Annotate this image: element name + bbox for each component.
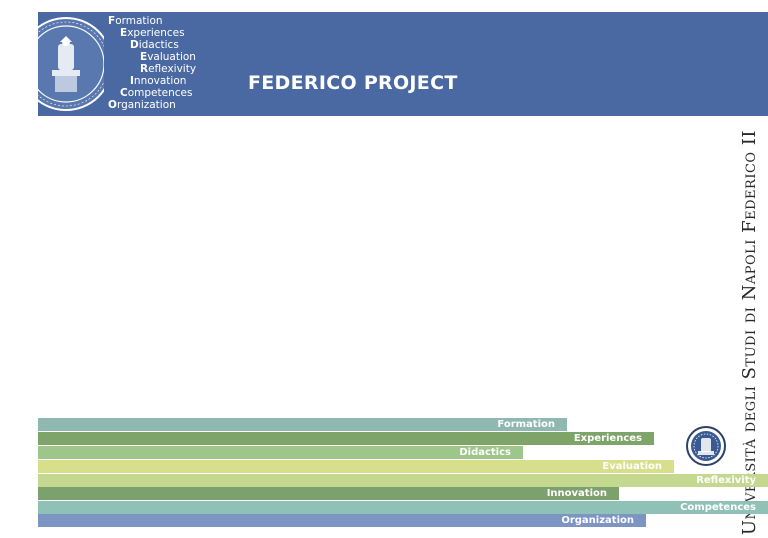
acronym-rest: eflexivity: [148, 63, 197, 75]
university-emblem-icon: [686, 426, 726, 466]
acronym-rest: idactics: [138, 39, 179, 51]
acronym-item: Competences: [108, 87, 196, 99]
acronym-initial: C: [120, 87, 128, 99]
acronym-item: Innovation: [108, 75, 196, 87]
acronym-rest: xperiences: [127, 27, 185, 39]
acronym-list: Formation Experiences Didactics Evaluation R…: [108, 15, 196, 111]
acronym-item: Experiences: [108, 27, 196, 39]
bar-competences: Competences: [38, 501, 768, 514]
bar-innovation: Innovation: [38, 487, 619, 500]
acronym-rest: nnovation: [133, 75, 187, 87]
acronym-item: Evaluation: [108, 51, 196, 63]
acronym-initial: I: [130, 75, 134, 87]
acronym-item: Organization: [108, 99, 196, 111]
acronym-rest: ormation: [115, 15, 163, 27]
bar-formation: Formation: [38, 418, 567, 431]
page-title: FEDERICO PROJECT: [248, 72, 458, 94]
acronym-initial: R: [140, 63, 149, 75]
bar-reflexivity: Reflexivity: [38, 474, 768, 487]
acronym-rest: rganization: [116, 99, 176, 111]
bar-didactics: Didactics: [38, 446, 523, 459]
bar-experiences: Experiences: [38, 432, 654, 445]
university-seal-icon: [38, 17, 104, 111]
acronym-rest: valuation: [147, 51, 196, 63]
acronym-rest: ompetences: [127, 87, 193, 99]
acronym-item: Didactics: [108, 39, 196, 51]
acronym-initial: F: [108, 15, 116, 27]
acronym-initial: D: [130, 39, 139, 51]
acronym-initial: O: [108, 99, 117, 111]
acronym-item: Reflexivity: [108, 63, 196, 75]
bar-organization: Organization: [38, 514, 646, 527]
acronym-item: Formation: [108, 15, 196, 27]
acronym-initial: E: [120, 27, 128, 39]
header-banner: Formation Experiences Didactics Evaluation R…: [38, 12, 768, 116]
acronym-initial: E: [140, 51, 148, 63]
bar-evaluation: Evaluation: [38, 460, 674, 473]
